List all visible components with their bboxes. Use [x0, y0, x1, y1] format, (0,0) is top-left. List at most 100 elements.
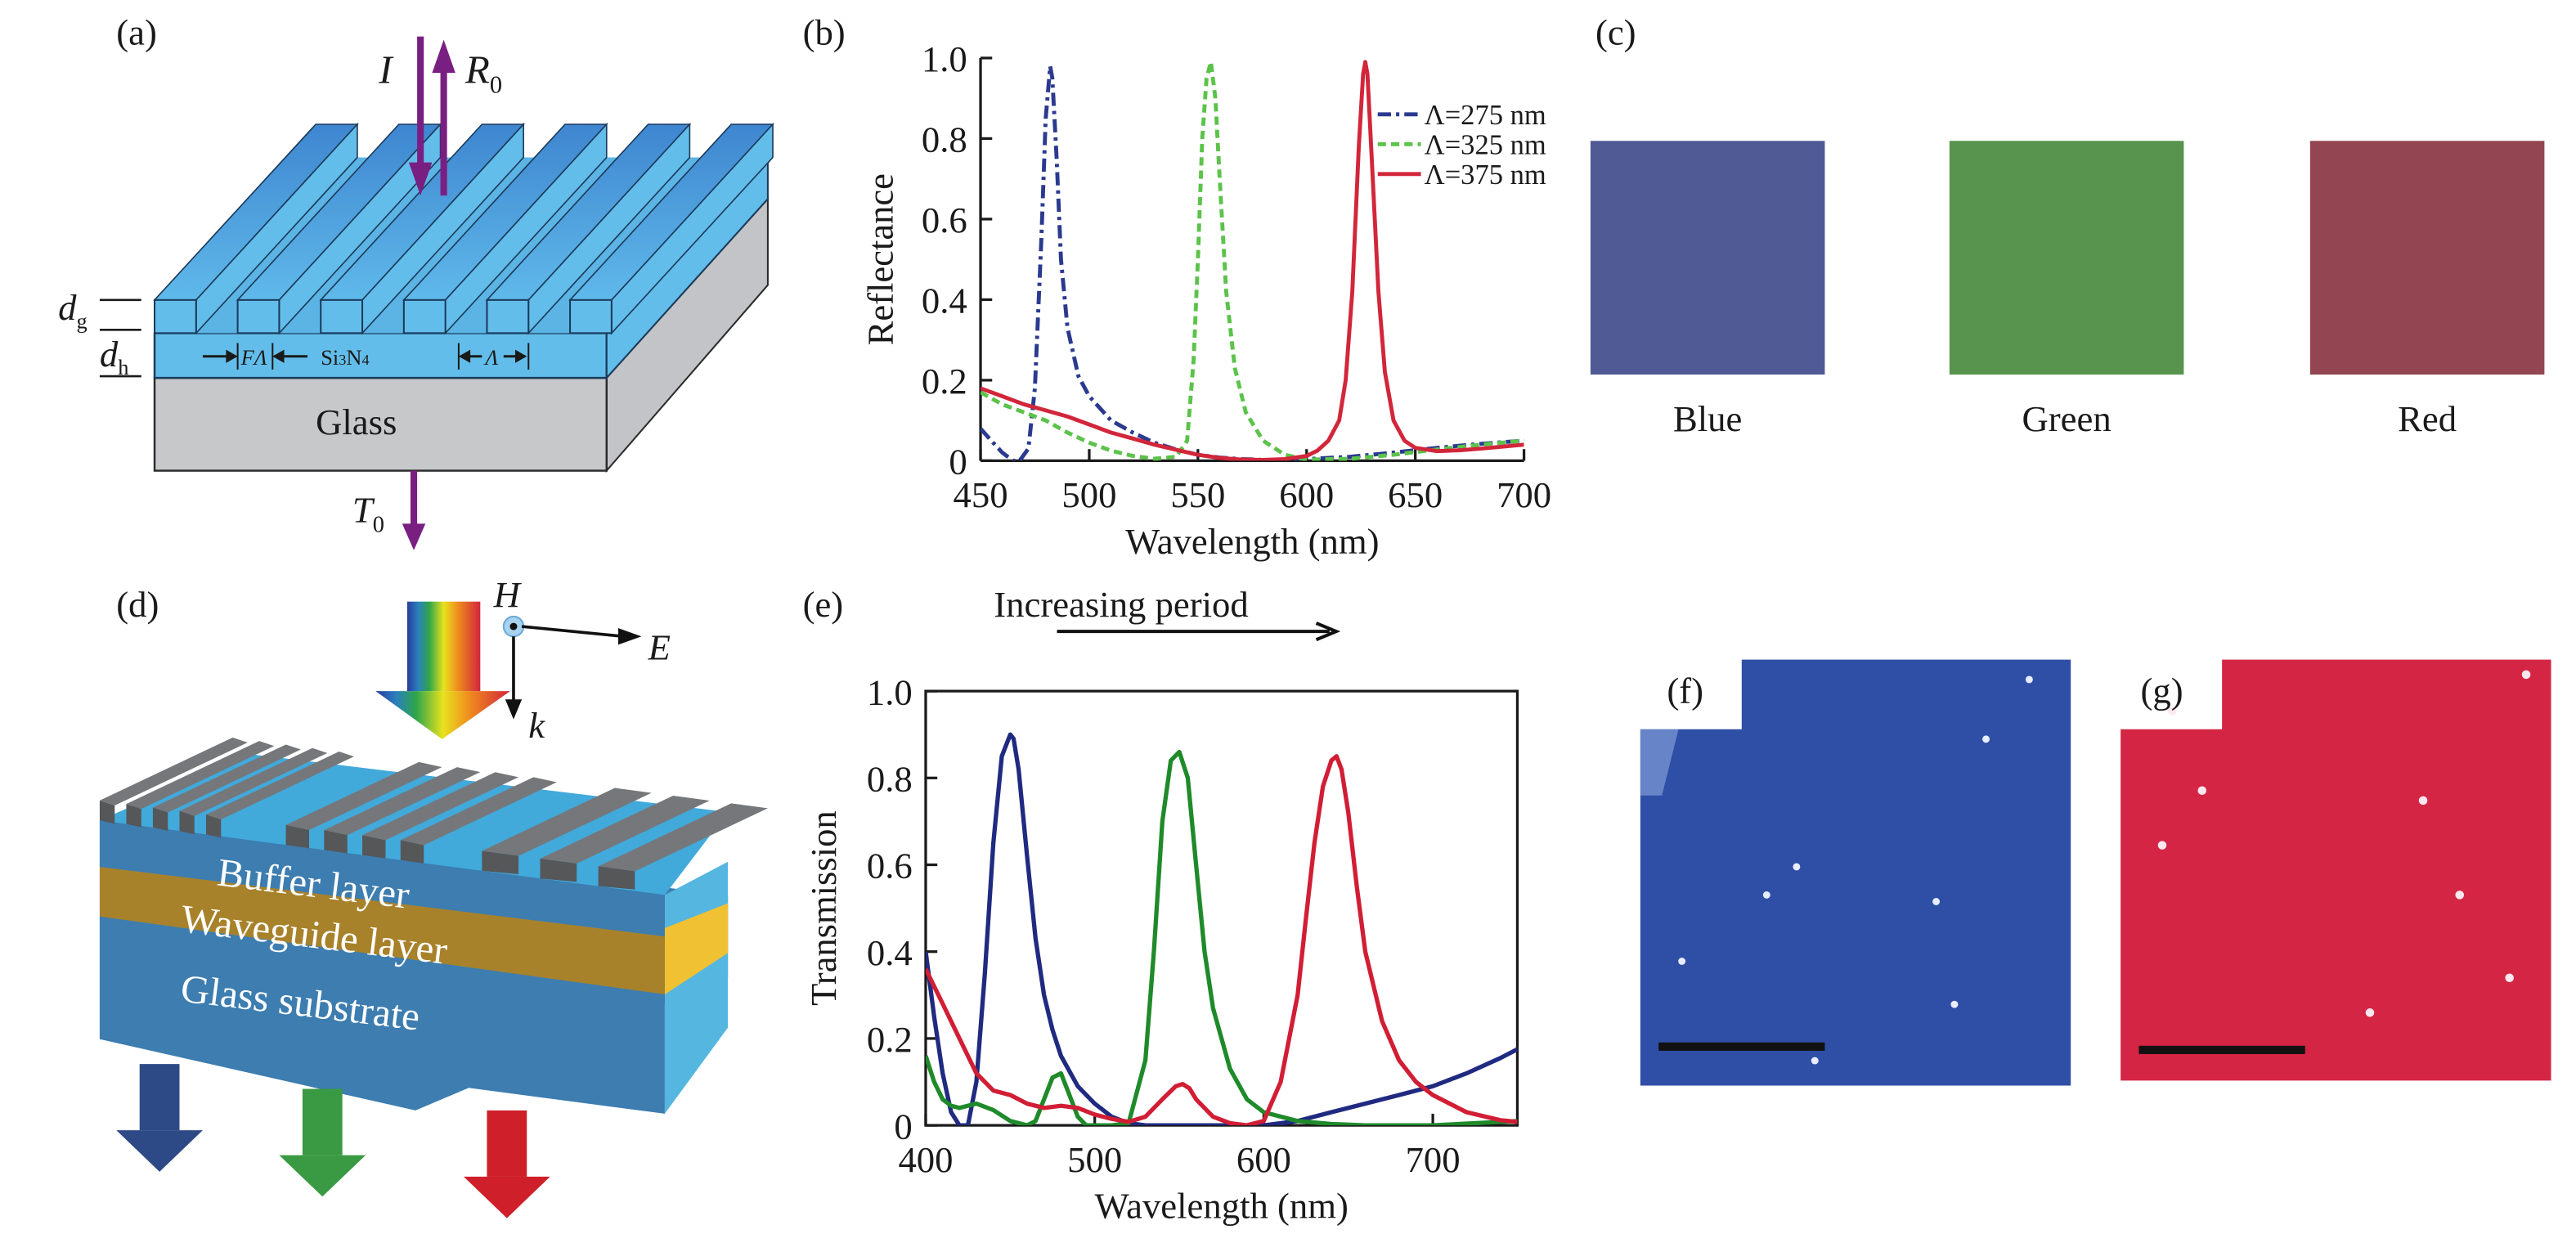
grating-ridge-front — [569, 298, 613, 334]
grating-ridges — [153, 122, 774, 335]
speck — [1811, 1057, 1819, 1065]
y-tick-label: 1.0 — [867, 671, 913, 712]
period-arrowhead-right — [515, 349, 527, 363]
y-tick-label: 0.6 — [922, 200, 967, 240]
speck — [2157, 841, 2167, 850]
x-tick-label: 600 — [1236, 1139, 1291, 1180]
grating-ridge-front — [540, 858, 577, 882]
y-tick-label: 0.2 — [867, 1019, 913, 1060]
grating-ridge-front — [153, 298, 197, 334]
series-line--325-nm — [981, 60, 1524, 461]
red-sample-photo — [2120, 659, 2551, 1081]
grating-ridge-front — [99, 800, 115, 824]
dh-label: dh — [100, 334, 129, 379]
grating-ridge-front — [482, 850, 519, 874]
grating-ridge-top — [400, 777, 557, 846]
panel-b-label: (b) — [803, 12, 846, 53]
panel-e: (e) Increasing period 0 0.2 0.4 0.6 0.8 1.0 40… — [803, 584, 1519, 1227]
grating-ridge-front — [324, 830, 348, 854]
output-arrow-green-icon — [279, 1088, 366, 1197]
y-tick-label: 0.6 — [867, 846, 913, 886]
y-tick-label: 0.8 — [867, 759, 913, 800]
grating-ridge-top — [598, 803, 768, 872]
incident-arrow-head — [408, 162, 433, 196]
output-arrow-blue-icon — [116, 1064, 203, 1172]
h-field-dot-icon — [509, 622, 518, 630]
waveguide-side — [664, 903, 729, 994]
x-tick-label: 500 — [1061, 474, 1116, 515]
speck — [1678, 958, 1686, 965]
waveguide-layer-front — [99, 866, 665, 994]
x-axis-label: Wavelength (nm) — [1095, 1186, 1349, 1227]
panel-g-label: (g) — [2141, 670, 2183, 711]
panel-f: (f) — [1640, 659, 2071, 1086]
metal-grating-ridges — [99, 737, 768, 890]
y-tick-label: 0.8 — [922, 119, 967, 160]
grating-ridge-top — [540, 795, 710, 864]
series-line--375-nm — [981, 60, 1524, 461]
legend-label: Λ=275 nm — [1425, 100, 1546, 131]
period-label: Λ — [482, 345, 498, 370]
blue-sample-photo — [1640, 659, 2071, 1086]
x-tick-label: 500 — [1067, 1139, 1122, 1180]
grating-ridge-top — [126, 741, 275, 810]
speck — [1982, 735, 1990, 743]
series-line-red — [925, 754, 1518, 1126]
grating-ridge-top — [99, 737, 248, 805]
fill-factor-arrowhead-left — [226, 349, 238, 363]
panel-g: (g) — [2120, 659, 2551, 1081]
y-tick-label: 0.2 — [922, 361, 967, 402]
increasing-period-arrowhead — [1315, 622, 1341, 642]
panel-d: (d) H E k Buffer layer Waveguide layer G… — [99, 574, 768, 1218]
photo-specks — [1678, 675, 2033, 1065]
reflected-label: R0 — [464, 47, 502, 98]
increasing-period-label: Increasing period — [994, 584, 1248, 625]
y-tick-label: 0.4 — [867, 932, 913, 973]
reflected-arrow-head — [432, 39, 456, 74]
broadband-light-arrow-body — [406, 601, 481, 692]
grating-ridge-front — [402, 298, 447, 334]
grating-ridge-front — [236, 298, 280, 334]
grating-ridge-top — [362, 772, 519, 841]
glass-label: Glass — [316, 402, 397, 442]
panel-e-label: (e) — [803, 584, 844, 625]
broadband-light-arrow-head — [375, 691, 510, 739]
k-label: k — [528, 705, 545, 746]
speck — [2365, 1008, 2375, 1017]
panel-f-label: (f) — [1667, 670, 1703, 711]
grating-ridge-top — [285, 761, 442, 831]
dg-label: dg — [58, 287, 88, 333]
e-field-arrow — [521, 625, 624, 639]
substrate-layer-front — [99, 916, 665, 1114]
incident-label: I — [378, 47, 394, 92]
k-vector-arrowhead — [505, 699, 523, 720]
grating-ridge-top — [179, 747, 328, 816]
x-tick-label: 400 — [898, 1139, 953, 1180]
grating-ridge-front — [285, 824, 309, 849]
speck — [2167, 707, 2177, 716]
material-label: Si3N4 — [321, 345, 369, 370]
speck — [2025, 675, 2033, 684]
scale-bar-g — [2138, 1045, 2305, 1054]
color-swatch-label: Blue — [1673, 398, 1742, 439]
e-label: E — [648, 627, 671, 668]
grating-ridge-top — [324, 767, 481, 836]
grating-ridge-front — [126, 804, 141, 828]
series-line-green — [925, 749, 1518, 1126]
speck — [1950, 1000, 1959, 1008]
speck — [2521, 670, 2531, 680]
series-line-blue — [925, 732, 1518, 1126]
x-tick-label: 700 — [1406, 1139, 1461, 1180]
speck — [2505, 973, 2514, 983]
panel-b: (b) 0 0.2 0.4 0.6 0.8 1.0 450 500 550 600 650 700 Wa… — [803, 12, 1552, 562]
y-axis-label: Transmission — [803, 810, 844, 1006]
color-swatch-label: Green — [2022, 398, 2112, 439]
glass-block-front-face — [153, 376, 608, 472]
color-swatch-blue — [1590, 141, 1825, 375]
y-tick-label: 0 — [894, 1106, 912, 1147]
color-swatch-red — [2309, 141, 2545, 375]
si3n4-layer-front — [153, 332, 608, 379]
output-arrow-red-icon — [464, 1110, 550, 1218]
grating-ridge-front — [179, 810, 195, 835]
